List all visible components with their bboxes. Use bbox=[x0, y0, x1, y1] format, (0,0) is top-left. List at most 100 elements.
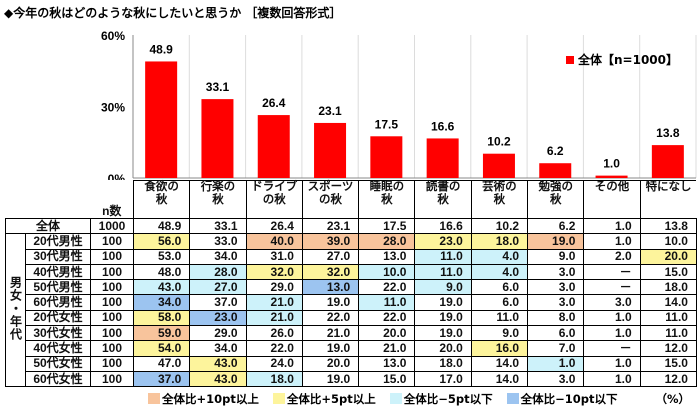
value-cell: 3.0 bbox=[527, 279, 585, 296]
category-line: の秋 bbox=[319, 194, 343, 206]
value-cell: 26.0 bbox=[245, 325, 303, 342]
value-cell: 21.0 bbox=[301, 325, 360, 342]
value-cell: 11.0 bbox=[470, 309, 529, 327]
value-cell: 22.0 bbox=[358, 279, 416, 296]
value-cell: 11.0 bbox=[358, 294, 416, 311]
value-cell: 37.0 bbox=[132, 370, 191, 388]
row-label: 50代男性 bbox=[25, 279, 91, 296]
value-cell: 21.0 bbox=[358, 340, 416, 357]
bar bbox=[595, 175, 628, 178]
value-cell: 23.1 bbox=[301, 217, 360, 235]
value-cell: 53.0 bbox=[132, 248, 191, 265]
group-label-cell: 男女・年代 bbox=[5, 233, 26, 388]
table-row: 60代男性 100 34.0 37.0 21.0 19.0 11.0 19.0 6.0 3.0 3.… bbox=[6, 294, 697, 311]
n-cell: 100 bbox=[90, 355, 134, 372]
n-cell: 100 bbox=[90, 325, 134, 342]
n-cell: 100 bbox=[90, 309, 134, 327]
value-cell: 20.0 bbox=[414, 340, 472, 357]
value-cell: － bbox=[583, 340, 641, 357]
value-cell: 1.0 bbox=[583, 233, 641, 250]
data-label: 33.1 bbox=[206, 80, 230, 94]
legend-item: 全体比+5pt以上 bbox=[272, 391, 376, 407]
row-label: 30代男性 bbox=[25, 248, 91, 265]
bar bbox=[201, 99, 234, 178]
value-cell: 39.0 bbox=[301, 233, 360, 250]
value-cell: 3.0 bbox=[527, 263, 585, 281]
category-line: 秋 bbox=[381, 194, 393, 206]
value-cell: 1.0 bbox=[527, 355, 585, 372]
value-cell: 43.0 bbox=[189, 370, 247, 388]
value-cell: 20.0 bbox=[639, 248, 697, 265]
value-cell: 7.0 bbox=[527, 340, 585, 357]
value-cell: 9.0 bbox=[527, 248, 585, 265]
category-header: 読書の秋 bbox=[414, 180, 472, 219]
data-label: 17.5 bbox=[375, 117, 399, 131]
value-cell: 48.0 bbox=[132, 263, 191, 281]
legend-swatch bbox=[389, 393, 402, 404]
data-label: 13.8 bbox=[656, 126, 680, 140]
legend-swatch bbox=[148, 393, 160, 404]
value-cell: 14.0 bbox=[470, 355, 529, 372]
value-cell: 32.0 bbox=[301, 263, 360, 281]
value-cell: 21.0 bbox=[245, 309, 303, 327]
row-label: 20代男性 bbox=[25, 233, 91, 250]
highlight-legend: 全体比+10pt以上 全体比+5pt以上 全体比−5pt以下 全体比−10pt以下 bbox=[148, 391, 618, 407]
y-tick-label: 0% bbox=[108, 172, 126, 180]
value-cell: 20.0 bbox=[358, 325, 416, 342]
value-cell: 1.0 bbox=[583, 217, 641, 235]
n-cell: 100 bbox=[90, 263, 134, 281]
crosstab-table: n数 食欲の秋行楽の秋ドライブ の秋 スポーツ の秋 睡眠の秋読書の秋芸術の秋勉強の秋その… bbox=[5, 180, 697, 388]
value-cell: 15.0 bbox=[639, 355, 697, 372]
data-label: 26.4 bbox=[262, 96, 286, 110]
value-cell: 1.0 bbox=[583, 370, 641, 388]
value-cell: 1.0 bbox=[583, 325, 641, 342]
value-cell: 18.0 bbox=[414, 355, 472, 372]
value-cell: 6.0 bbox=[470, 279, 529, 296]
value-cell: 47.0 bbox=[132, 355, 191, 372]
data-label: 1.0 bbox=[603, 157, 620, 171]
category-header: 芸術の秋 bbox=[470, 180, 528, 219]
category-line: 秋 bbox=[212, 194, 224, 206]
value-cell: 19.0 bbox=[301, 340, 360, 357]
value-cell: － bbox=[583, 279, 641, 296]
category-header: 勉強の秋 bbox=[527, 180, 584, 219]
value-cell: 22.0 bbox=[358, 309, 416, 327]
value-cell: 8.0 bbox=[527, 309, 585, 327]
legend-item: 全体比+10pt以上 bbox=[148, 391, 259, 407]
value-cell: 19.0 bbox=[414, 325, 472, 342]
value-cell: 32.0 bbox=[245, 263, 303, 281]
value-cell: 28.0 bbox=[358, 233, 416, 250]
value-cell: 1.0 bbox=[583, 309, 641, 327]
value-cell: 10.2 bbox=[470, 217, 529, 235]
bar bbox=[145, 61, 178, 178]
value-cell: 14.0 bbox=[639, 294, 697, 311]
category-line: その他 bbox=[594, 181, 630, 193]
n-cell: 100 bbox=[90, 294, 134, 311]
data-label: 23.1 bbox=[318, 104, 342, 118]
value-cell: 23.0 bbox=[189, 309, 247, 327]
category-header: 睡眠の秋 bbox=[358, 180, 415, 219]
category-header: 行楽の秋 bbox=[189, 180, 247, 219]
legend-label: 全体【n=1000】 bbox=[577, 52, 678, 67]
value-cell: 56.0 bbox=[132, 233, 191, 250]
legend-label: 全体比+10pt以上 bbox=[162, 392, 259, 406]
bar bbox=[257, 115, 290, 178]
value-cell: 4.0 bbox=[470, 263, 529, 281]
data-label: 6.2 bbox=[547, 144, 564, 158]
row-label: 60代女性 bbox=[25, 370, 91, 388]
table-row: 50代女性 100 47.0 43.0 24.0 20.0 13.0 18.0 14.0 1.0 1… bbox=[6, 355, 697, 372]
value-cell: － bbox=[583, 263, 641, 281]
category-line: 芸術の bbox=[482, 181, 517, 193]
value-cell: 33.1 bbox=[189, 217, 247, 235]
category-line: 睡眠の bbox=[369, 181, 405, 193]
value-cell: 28.0 bbox=[189, 263, 247, 281]
value-cell: 43.0 bbox=[189, 355, 247, 372]
figure-title: ◆今年の秋はどのような秋にしたいと思うか ［複数回答形式］ bbox=[4, 6, 342, 20]
category-line: 秋 bbox=[155, 194, 168, 206]
n-header: n数 bbox=[102, 204, 122, 218]
value-cell: 20.0 bbox=[301, 355, 360, 372]
n-cell: 100 bbox=[90, 279, 134, 296]
value-cell: 40.0 bbox=[245, 233, 303, 250]
category-line: 読書の bbox=[425, 181, 461, 193]
